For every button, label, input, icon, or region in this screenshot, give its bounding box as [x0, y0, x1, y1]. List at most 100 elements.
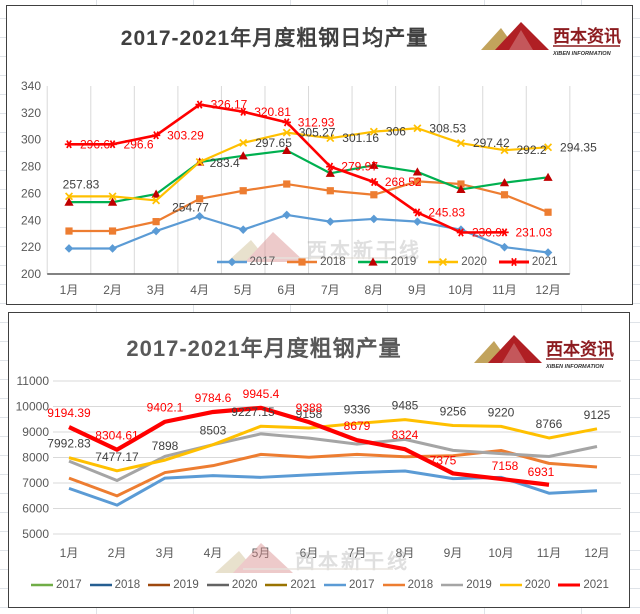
mountain-icon [495, 22, 549, 50]
x-tick-label: 8月 [365, 283, 384, 297]
legend-label: 2017 [349, 579, 375, 591]
chart-legend: 2017 2018 2019 2020 2021 [207, 256, 567, 268]
legend-item-2020[interactable]: 2020 [206, 579, 258, 591]
legend-item-2019[interactable]: 2019 [357, 256, 416, 268]
y-tick-label: 11000 [17, 374, 50, 388]
legend-item-2021[interactable]: 2021 [558, 579, 609, 591]
x-tick-label: 1月 [60, 283, 79, 297]
data-label: 7375 [430, 453, 457, 467]
y-tick-label: 6000 [22, 502, 49, 516]
data-label: 9388 [296, 401, 323, 415]
legend-label: 2018 [407, 579, 434, 591]
x-tick-label: 1月 [60, 546, 79, 560]
plot-area: 200 220 240 260 280 300 320 340 1月 2月 3月 4月 5月 6月 7月 8月… [7, 6, 634, 311]
data-label: 312.93 [298, 115, 335, 129]
data-label: 297.65 [255, 136, 292, 150]
x-tick-label: 4月 [190, 283, 209, 297]
legend-item-2018[interactable]: 2018 [89, 579, 140, 591]
x-tick-label: 3月 [147, 283, 166, 297]
y-tick-label: 220 [21, 240, 41, 254]
data-label: 279.97 [341, 160, 378, 174]
x-tick-label: 11月 [537, 546, 561, 560]
x-tick-label: 10月 [448, 283, 473, 297]
mountain-icon [488, 335, 542, 363]
legend-item-2017[interactable]: 2017 [216, 256, 275, 268]
legend-label: 2020 [231, 579, 258, 591]
data-label: 303.29 [167, 128, 204, 142]
x-tick-label: 7月 [321, 283, 340, 297]
data-label: 297.42 [473, 136, 510, 150]
legend-label: 2020 [461, 256, 487, 268]
plot-area: 5000 6000 7000 8000 9000 10000 11000 1月 2月 3月 4月 5月… [9, 313, 631, 614]
y-tick-label: 300 [21, 133, 41, 147]
data-label: 296.6 [124, 137, 154, 151]
series-line-2019 [69, 149, 549, 204]
y-tick-label: 260 [21, 186, 41, 200]
data-label: 9158 [296, 407, 323, 421]
legend-item-2017[interactable]: 2017 [324, 579, 375, 591]
legend-item-2019[interactable]: 2019 [441, 579, 492, 591]
logo-text: 西本资讯 [546, 339, 614, 359]
y-tick-label: 200 [21, 267, 41, 281]
chart-title: 2017-2021年月度粗钢产量 [126, 336, 402, 361]
legend-item-2021[interactable]: 2021 [265, 579, 316, 591]
y-tick-label: 340 [21, 79, 41, 93]
data-label: 268.52 [385, 175, 422, 189]
data-label: 257.83 [63, 177, 100, 191]
data-label: 9194.39 [47, 406, 91, 420]
data-label: 283.4 [210, 156, 240, 170]
data-label: 8503 [200, 424, 227, 438]
x-tick-label: 5月 [234, 283, 253, 297]
data-label: 231.03 [516, 225, 553, 239]
monthly-output-chart[interactable]: 2017-2021年月度粗钢产量 西本资讯 XIBEN INFORMATION … [8, 312, 630, 608]
x-tick-label: 12月 [584, 546, 609, 560]
brand-logo: 西本资讯 XIBEN INFORMATION [479, 16, 624, 64]
legend-label: 2019 [466, 579, 492, 591]
data-label: 296.6 [80, 137, 110, 151]
legend-item-2020[interactable]: 2020 [499, 579, 551, 591]
series-line-2020 [68, 418, 598, 473]
data-label: 254.77 [172, 200, 209, 214]
data-label: 9784.6 [195, 391, 232, 405]
data-label: 8766 [536, 417, 563, 431]
x-tick-label: 2月 [103, 283, 122, 297]
data-label: 9485 [392, 399, 419, 413]
x-tick-label: 5月 [252, 546, 271, 560]
legend-item-2018[interactable]: 2018 [382, 579, 434, 591]
legend-item-2021[interactable]: 2021 [498, 256, 558, 268]
data-label: 9227.15 [231, 405, 275, 419]
legend-item-2017[interactable]: 2017 [31, 579, 82, 591]
series-line-2021 [68, 405, 550, 487]
legend-item-2020[interactable]: 2020 [428, 256, 487, 268]
legend-label: 2021 [531, 256, 558, 268]
logo-subtext: XIBEN INFORMATION [552, 51, 612, 57]
x-tick-label: 2月 [108, 546, 127, 560]
data-label: 301.16 [342, 131, 379, 145]
y-tick-label: 240 [21, 213, 41, 227]
data-label: 305.27 [299, 126, 336, 140]
legend-item-2019[interactable]: 2019 [148, 579, 199, 591]
y-tick-label: 5000 [22, 527, 49, 541]
data-label: 8679 [344, 419, 371, 433]
y-tick-label: 320 [21, 106, 41, 120]
data-label: 320.81 [254, 105, 291, 119]
x-tick-label: 12月 [535, 283, 560, 297]
x-tick-label: 6月 [277, 283, 296, 297]
x-tick-label: 7月 [348, 546, 367, 560]
x-tick-label: 10月 [488, 546, 513, 560]
data-label: 6931 [528, 465, 555, 479]
legend-label: 2017 [56, 579, 82, 591]
data-label: 9336 [344, 402, 371, 416]
legend-item-2018[interactable]: 2018 [287, 256, 346, 268]
x-tick-label: 9月 [408, 283, 427, 297]
y-tick-label: 9000 [22, 425, 49, 439]
legend-label: 2020 [524, 579, 551, 591]
series-line-2018 [69, 180, 549, 233]
data-label: 306 [386, 125, 406, 139]
brand-logo: 西本资讯 XIBEN INFORMATION [472, 329, 617, 377]
data-label: 7477.17 [95, 450, 139, 464]
chart-legend: 2017 2018 2019 2020 2021 2017 2018 2019 2020 2021 [27, 579, 613, 591]
daily-output-chart[interactable]: 2017-2021年月度粗钢日均产量 西本资讯 XIBEN INFORMATIO… [6, 5, 633, 305]
chart-title: 2017-2021年月度粗钢日均产量 [120, 27, 429, 50]
data-label: 308.53 [429, 121, 466, 135]
